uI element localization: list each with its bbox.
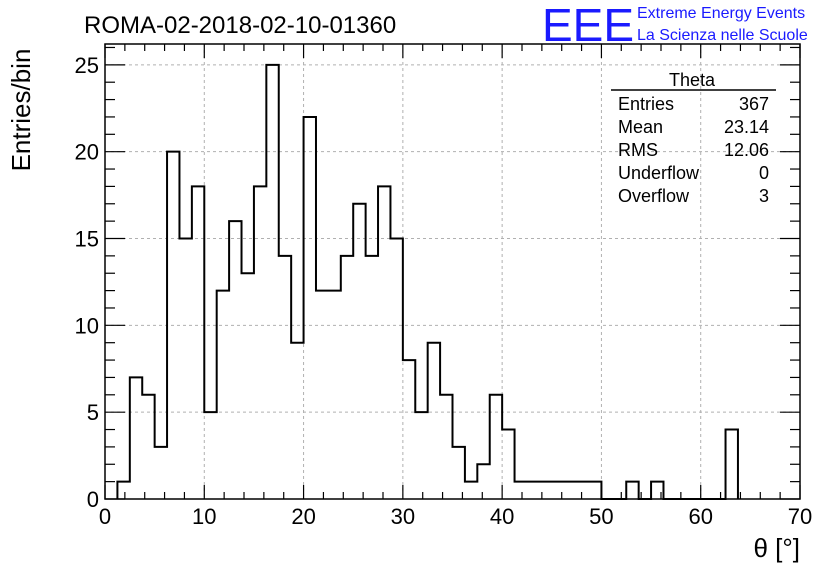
x-tick-label-0: 0 [99, 504, 111, 529]
x-tick-label-1: 10 [192, 504, 216, 529]
x-tick-label-7: 70 [788, 504, 812, 529]
histogram-bins [116, 63, 739, 500]
y-tick-label-5: 25 [75, 53, 99, 78]
eee-logo-mark: EEE [542, 0, 634, 51]
stats-label-overflow: Overflow [618, 186, 690, 206]
stats-label-entries: Entries [618, 94, 674, 114]
x-tick-label-5: 50 [589, 504, 613, 529]
grid-lines [105, 44, 800, 499]
stats-label-rms: RMS [618, 140, 658, 160]
eee-logo-line1: Extreme Energy Events [637, 5, 805, 22]
eee-logo: EEE Extreme Energy Events La Scienza nel… [542, 0, 808, 51]
x-tick-label-2: 20 [291, 504, 315, 529]
plot-frame [104, 43, 801, 500]
stats-value-mean: 23.14 [724, 117, 769, 137]
stats-value-rms: 12.06 [724, 140, 769, 160]
stats-value-entries: 367 [739, 94, 769, 114]
y-tick-label-3: 15 [75, 227, 99, 252]
x-tick-label-6: 60 [688, 504, 712, 529]
x-tick-label-4: 40 [490, 504, 514, 529]
stats-rows: Entries 367 Mean 23.14 RMS 12.06 Underflow 0 Ove… [618, 94, 769, 206]
stats-title: Theta [669, 70, 716, 90]
eee-logo-line2: La Scienza nelle Scuole [637, 27, 808, 44]
y-tick-label-1: 5 [87, 400, 99, 425]
histogram-outline [116, 63, 739, 500]
chart-title: ROMA-02-2018-02-10-01360 [84, 12, 396, 39]
y-tick-label-0: 0 [87, 487, 99, 512]
y-tick-label-2: 10 [75, 313, 99, 338]
stats-box: Theta Entries 367 Mean 23.14 RMS 12.06 Underfl… [611, 70, 776, 206]
y-tick-label-4: 20 [75, 140, 99, 165]
stats-label-mean: Mean [618, 117, 663, 137]
x-tick-label-3: 30 [391, 504, 415, 529]
stats-value-overflow: 3 [759, 186, 769, 206]
stats-label-underflow: Underflow [618, 163, 700, 183]
stats-value-underflow: 0 [759, 163, 769, 183]
y-axis-label: Entries/bin [6, 49, 36, 172]
x-axis-label: θ [°] [753, 533, 800, 563]
